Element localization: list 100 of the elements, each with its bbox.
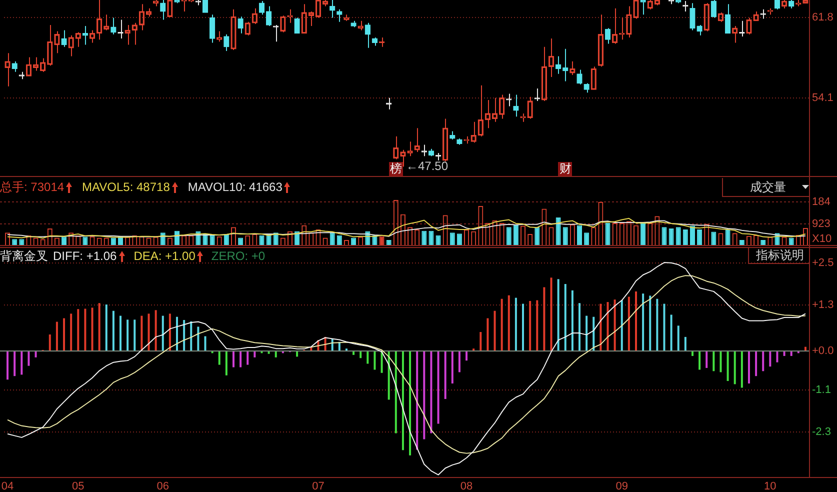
bar: [614, 300, 616, 351]
bar: [374, 352, 376, 370]
text: X10: [812, 233, 832, 246]
bar: [578, 303, 581, 351]
candlestick: [555, 56, 562, 74]
bar: [605, 223, 610, 246]
bar: [168, 314, 171, 351]
bar: [670, 314, 672, 351]
bar: [557, 279, 560, 351]
bar: [550, 278, 552, 351]
bar: [783, 352, 786, 356]
candlestick: [209, 14, 216, 44]
bar: [494, 310, 496, 351]
bar: [380, 352, 383, 373]
bar: [451, 352, 454, 384]
bar: [642, 294, 644, 351]
bar: [409, 352, 412, 456]
bar: [273, 232, 278, 246]
bar: [500, 298, 503, 351]
bar: [422, 230, 427, 246]
bar: [402, 352, 404, 450]
candlestick: [724, 4, 731, 34]
bar: [240, 352, 242, 368]
bar: [606, 302, 609, 351]
bar: [456, 234, 462, 246]
bar: [600, 304, 602, 351]
bar: [682, 229, 688, 246]
dropdown-field: 成交量: [722, 178, 809, 197]
bar: [204, 336, 206, 351]
bar: [536, 300, 538, 351]
y-tick-label: 54.1: [812, 92, 834, 104]
bar: [183, 320, 186, 351]
bar: [70, 314, 72, 351]
info-button: 指标说明: [748, 247, 809, 264]
bar: [543, 287, 546, 351]
candlestick: [690, 2, 696, 31]
bar: [450, 232, 455, 246]
x-tick-label: 09: [616, 480, 628, 492]
candlestick: [110, 17, 116, 35]
bar: [734, 352, 736, 384]
bar: [698, 352, 701, 370]
text: 184: [812, 196, 830, 208]
bar: [720, 352, 722, 372]
annotation: DEA: +1.00: [134, 249, 196, 263]
bar: [711, 232, 716, 246]
candlestick: [238, 16, 244, 34]
bar: [140, 316, 143, 351]
x-tick-label: 10: [764, 480, 776, 492]
bar: [662, 227, 667, 246]
bar: [676, 227, 681, 246]
bar: [254, 352, 256, 358]
bar: [577, 225, 582, 246]
bar: [105, 304, 108, 351]
annotation: 背离金叉: [0, 249, 48, 263]
bar: [620, 300, 623, 351]
bar: [360, 352, 362, 358]
bar: [379, 236, 384, 246]
bar: [697, 229, 702, 246]
candlestick: [294, 17, 300, 34]
annotation: ←47.50: [406, 158, 448, 173]
bar: [20, 352, 23, 375]
bar: [394, 352, 397, 434]
x-tick-label: 05: [72, 480, 84, 492]
bar: [91, 308, 94, 351]
bar: [769, 352, 772, 367]
x-tick-label: 07: [312, 480, 324, 492]
bar: [84, 308, 86, 351]
bar: [556, 217, 561, 246]
bar: [740, 352, 743, 388]
bar: [790, 352, 792, 356]
bar: [480, 332, 482, 351]
bar: [372, 235, 378, 246]
x-tick-label: 06: [156, 480, 170, 492]
y-tick-label: -1.1: [812, 384, 831, 396]
x-tick-label: 08: [460, 480, 473, 492]
bar: [592, 316, 595, 351]
bar: [330, 232, 335, 246]
bar: [225, 352, 228, 376]
bar: [762, 352, 764, 372]
bar: [571, 290, 574, 351]
bar: [534, 227, 540, 246]
bar: [388, 352, 390, 400]
y-tick-label: +0.0: [812, 345, 834, 358]
bar: [14, 352, 16, 376]
bar: [176, 316, 178, 351]
bar: [430, 352, 432, 434]
text: 923: [812, 218, 830, 230]
bar: [776, 352, 778, 362]
bar: [677, 326, 680, 351]
bar: [148, 314, 150, 351]
bar: [506, 227, 512, 246]
bar: [458, 352, 460, 372]
bar: [663, 304, 666, 351]
candlestick: [760, 8, 766, 20]
bar: [684, 336, 686, 351]
bar: [62, 236, 67, 246]
annotation: 财: [559, 161, 572, 176]
annotation: DIFF: +1.06: [53, 249, 117, 263]
bar: [513, 224, 518, 246]
y-tick-label: +2.5: [812, 256, 834, 269]
